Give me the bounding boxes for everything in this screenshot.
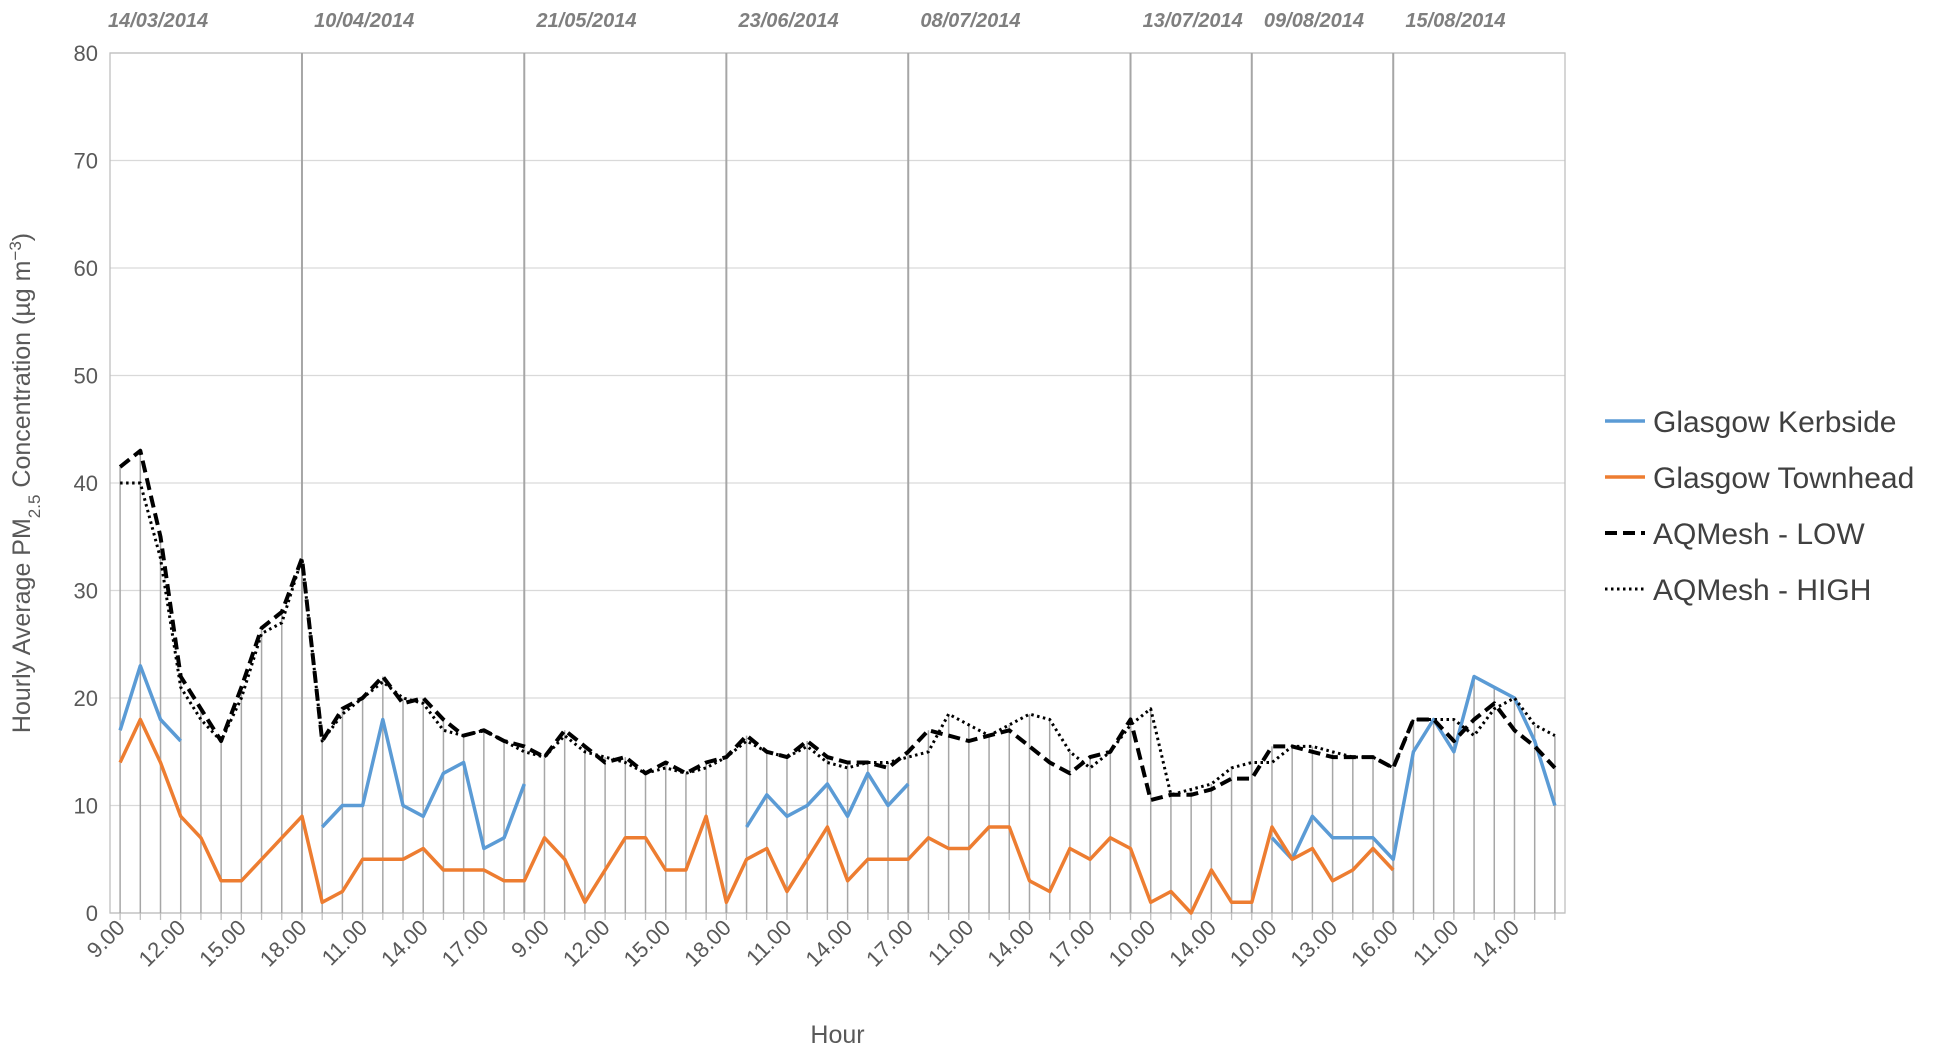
x-tick-label: 11.00 bbox=[923, 915, 978, 970]
series-line bbox=[118, 664, 1557, 862]
date-label: 23/06/2014 bbox=[737, 10, 838, 32]
y-tick-label: 10 bbox=[74, 794, 98, 819]
date-label: 10/04/2014 bbox=[314, 10, 414, 32]
y-tick-label: 30 bbox=[74, 579, 98, 604]
y-axis-title: Hourly Average PM2.5 Concentration (µg m… bbox=[6, 233, 44, 733]
x-tick-label: 12.00 bbox=[134, 915, 191, 972]
date-label: 15/08/2014 bbox=[1405, 10, 1505, 32]
x-tick-label: 10.00 bbox=[1104, 915, 1161, 972]
x-axis-title: Hour bbox=[810, 1021, 864, 1049]
date-label: 13/07/2014 bbox=[1143, 10, 1243, 32]
x-tick-label: 17.00 bbox=[861, 915, 918, 972]
legend-label: Glasgow Townhead bbox=[1653, 462, 1914, 495]
y-tick-label: 50 bbox=[74, 364, 98, 389]
y-tick-label: 70 bbox=[74, 149, 98, 174]
x-tick-label: 15.00 bbox=[194, 915, 251, 972]
date-label: 21/05/2014 bbox=[535, 10, 636, 32]
legend-label: AQMesh - LOW bbox=[1653, 518, 1865, 551]
x-tick-label: 11.00 bbox=[317, 915, 372, 970]
date-label: 09/08/2014 bbox=[1264, 10, 1364, 32]
x-tick-label: 11.00 bbox=[1408, 915, 1463, 970]
legend-label: Glasgow Kerbside bbox=[1653, 406, 1896, 439]
series-line bbox=[118, 448, 1557, 803]
x-tick-label: 18.00 bbox=[679, 915, 736, 972]
legend-label: AQMesh - HIGH bbox=[1653, 574, 1871, 607]
y-tick-label: 40 bbox=[74, 471, 98, 496]
y-axis-title-part: −3 bbox=[6, 241, 25, 260]
y-axis-title-part: Hourly Average PM bbox=[8, 518, 36, 733]
x-tick-label: 15.00 bbox=[619, 915, 676, 972]
x-tick-label: 14.00 bbox=[376, 915, 433, 972]
y-axis-title-part: ) bbox=[8, 233, 36, 241]
x-tick-label: 17.00 bbox=[437, 915, 494, 972]
series-line bbox=[120, 481, 1556, 797]
y-tick-label: 0 bbox=[86, 901, 98, 926]
x-tick-label: 14.00 bbox=[1467, 915, 1524, 972]
x-tick-label: 10.00 bbox=[1225, 915, 1282, 972]
series-line bbox=[118, 717, 1395, 915]
y-axis-title-part: Concentration (µg m bbox=[8, 261, 36, 495]
x-tick-label: 14.00 bbox=[1164, 915, 1221, 972]
x-tick-label: 17.00 bbox=[1043, 915, 1100, 972]
x-tick-label: 12.00 bbox=[558, 915, 615, 972]
x-tick-label: 11.00 bbox=[741, 915, 796, 970]
date-label: 14/03/2014 bbox=[108, 10, 208, 32]
x-tick-label: 18.00 bbox=[255, 915, 312, 972]
x-tick-label: 9.00 bbox=[506, 915, 554, 963]
y-tick-label: 60 bbox=[74, 256, 98, 281]
x-tick-label: 14.00 bbox=[801, 915, 858, 972]
y-tick-label: 80 bbox=[74, 41, 98, 66]
x-tick-label: 14.00 bbox=[982, 915, 1039, 972]
plot-frame bbox=[109, 52, 1566, 914]
date-label: 08/07/2014 bbox=[920, 10, 1020, 32]
x-tick-label: 13.00 bbox=[1286, 915, 1343, 972]
x-tick-label: 16.00 bbox=[1346, 915, 1403, 972]
y-axis-title-part: 2.5 bbox=[25, 495, 44, 519]
y-tick-label: 20 bbox=[74, 686, 98, 711]
